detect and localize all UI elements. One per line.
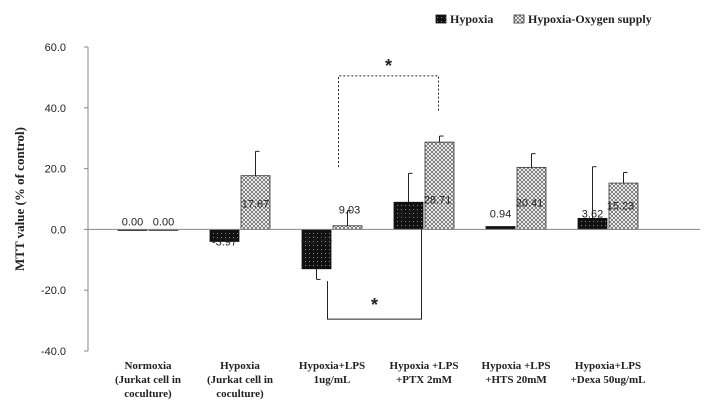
bar-hypoxia-oxygen-supply-2 xyxy=(332,225,363,230)
category-label-4: +HTS 20mM xyxy=(485,374,547,386)
data-label-hypoxia-0: 0.00 xyxy=(122,216,143,228)
y-tick-label: 0.0 xyxy=(51,224,66,236)
significance-star-above: * xyxy=(385,56,392,76)
data-label-hypoxia-2: -12.95 xyxy=(301,234,332,246)
significance-bracket-above xyxy=(338,75,439,168)
category-label-1: Hypoxia xyxy=(220,360,260,372)
legend-label-oxygen-supply: Hypoxia-Oxygen supply xyxy=(528,12,652,26)
y-tick-label: -40.0 xyxy=(41,346,66,358)
category-label-2: 1ug/mL xyxy=(314,374,351,386)
y-axis-title: MTT value (% of control) xyxy=(12,127,27,271)
significance-star-below: * xyxy=(371,295,378,315)
y-tick-label: 20.0 xyxy=(45,164,66,176)
category-label-1: coculture) xyxy=(216,388,264,400)
error-bars xyxy=(255,135,628,280)
category-label-3: Hypoxia +LPS xyxy=(390,360,459,372)
data-label-hypoxia-oxygen-supply-5: 15.23 xyxy=(607,200,635,212)
data-label-hypoxia-oxygen-supply-3: 28.71 xyxy=(424,194,452,206)
legend-label-hypoxia: Hypoxia xyxy=(450,12,493,26)
data-label-hypoxia-1: -3.97 xyxy=(212,236,237,248)
y-tick-label: 60.0 xyxy=(45,42,66,54)
significance-bracket-below xyxy=(327,229,422,320)
category-label-5: +Dexa 50ug/mL xyxy=(570,374,645,386)
category-labels: Normoxia (Jurkat cell in coculture) Hypoxia… xyxy=(115,360,646,400)
data-label-hypoxia-oxygen-supply-4: 20.41 xyxy=(516,197,544,209)
category-label-5: Hypoxia+LPS xyxy=(575,360,641,372)
data-label-hypoxia-5: 3.62 xyxy=(582,208,603,220)
data-label-hypoxia-3: 8.93 xyxy=(398,208,419,220)
bars xyxy=(117,141,639,270)
y-tick-label: 40.0 xyxy=(45,103,66,115)
legend: Hypoxia Hypoxia-Oxygen supply xyxy=(435,12,652,26)
data-label-hypoxia-oxygen-supply-2: 9.03 xyxy=(339,204,360,216)
data-label-hypoxia-4: 0.94 xyxy=(490,208,511,220)
category-label-2: Hypoxia+LPS xyxy=(299,360,365,372)
category-label-3: +PTX 2mM xyxy=(396,374,453,386)
category-label-1: (Jurkat cell in xyxy=(207,374,273,386)
y-ticks: 60.0 40.0 20.0 0.0 -20.0 -40.0 xyxy=(41,42,88,358)
data-labels: 0.00 -3.97 -12.95 8.93 0.94 3.62 0.00 17.67 9.03… xyxy=(122,194,634,248)
bar-hypoxia-2 xyxy=(301,228,332,270)
y-tick-label: -20.0 xyxy=(41,285,66,297)
bar-hypoxia-oxygen-supply-1 xyxy=(240,175,271,230)
category-label-0: (Jurkat cell in xyxy=(115,374,181,386)
significance-markers: ** xyxy=(327,56,439,320)
data-label-hypoxia-oxygen-supply-0: 0.00 xyxy=(153,216,174,228)
legend-swatch-hypoxia xyxy=(435,14,447,24)
category-label-0: coculture) xyxy=(124,388,172,400)
category-label-4: Hypoxia +LPS xyxy=(482,360,551,372)
bar-hypoxia-oxygen-supply-3 xyxy=(424,141,455,230)
legend-swatch-oxygen-supply xyxy=(513,14,525,24)
data-label-hypoxia-oxygen-supply-1: 17.67 xyxy=(242,198,270,210)
category-label-0: Normoxia xyxy=(124,360,172,372)
